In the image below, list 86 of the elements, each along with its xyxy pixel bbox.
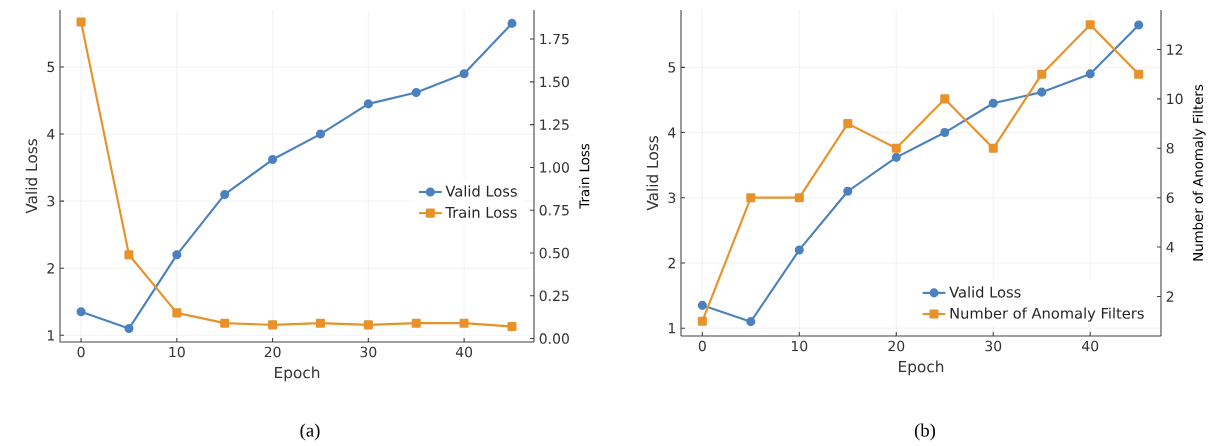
point — [507, 322, 517, 332]
point — [1037, 69, 1047, 79]
point — [746, 193, 756, 203]
point — [459, 318, 469, 328]
point — [1085, 20, 1095, 30]
x-tick-label: 0 — [77, 346, 85, 358]
point — [843, 186, 853, 196]
y2-tick-label: 2 — [1166, 291, 1174, 302]
point — [315, 129, 326, 139]
x-tick-label: 10 — [791, 340, 808, 352]
point — [794, 245, 804, 255]
x-axis-title: Epoch — [899, 360, 944, 376]
x-tick-label: 20 — [888, 340, 905, 352]
point — [411, 318, 421, 328]
point — [988, 98, 998, 108]
y2-tick-label: 0.50 — [539, 247, 569, 259]
legend-label: Valid Loss — [445, 185, 517, 197]
y-tick-label: 1 — [668, 323, 675, 334]
point — [459, 69, 469, 79]
point — [697, 300, 707, 310]
y2-tick-label: 6 — [1166, 192, 1174, 203]
legend-label: Number of Anomaly Filters — [950, 307, 1144, 322]
point — [794, 193, 804, 203]
point — [124, 324, 134, 334]
point — [1085, 69, 1095, 79]
point — [1134, 20, 1144, 30]
y-tick-label: 4 — [47, 128, 55, 140]
text: (a) — [300, 423, 320, 441]
x-axis-title: Epoch — [275, 366, 320, 382]
y2-tick-label: 4 — [1166, 241, 1174, 253]
point — [220, 318, 230, 328]
point — [1134, 69, 1144, 79]
y2-tick-label: 1.00 — [540, 162, 569, 173]
point — [76, 17, 86, 27]
y2-tick-label: 1.75 — [540, 33, 569, 45]
point — [1037, 87, 1047, 97]
point — [124, 250, 134, 260]
y2-tick-label: 0.75 — [539, 204, 569, 216]
x-tick-label: 30 — [360, 346, 377, 358]
y2-axis-title: Train Loss — [579, 143, 590, 209]
y2-tick-label: 1.50 — [540, 76, 569, 88]
point — [315, 318, 326, 328]
x-tick-label: 10 — [169, 346, 185, 358]
y2-tick-label: 8 — [1166, 143, 1174, 154]
point — [843, 119, 853, 129]
y2-tick-label: 12 — [1167, 44, 1183, 55]
x-tick-label: 40 — [1081, 340, 1099, 352]
y2-axis-title: Number of Anomaly Filters — [1192, 84, 1206, 261]
x-tick-label: 30 — [985, 340, 1002, 352]
y-tick-label: 2 — [668, 257, 675, 269]
point — [940, 94, 950, 104]
point — [507, 18, 517, 28]
y-tick-label: 5 — [668, 62, 676, 73]
point — [940, 128, 950, 138]
point — [988, 143, 998, 153]
legend-label: Train Loss — [445, 206, 517, 218]
point — [76, 307, 86, 317]
point — [891, 143, 901, 153]
point — [363, 320, 373, 330]
point — [220, 189, 230, 199]
x-tick-label: 0 — [698, 340, 706, 352]
point — [697, 316, 707, 326]
point — [268, 155, 278, 165]
point — [172, 308, 182, 318]
x-tick-label: 20 — [264, 346, 281, 358]
y-axis-title: Valid Loss — [646, 136, 659, 211]
y-tick-label: 4 — [668, 127, 676, 138]
y-tick-label: 1 — [47, 330, 55, 341]
point — [363, 99, 373, 109]
point — [891, 152, 901, 162]
text: (b) — [914, 423, 936, 441]
legend-label: Valid Loss — [949, 286, 1021, 298]
y-tick-label: 3 — [47, 195, 55, 207]
y2-tick-label: 10 — [1167, 93, 1183, 105]
point — [411, 87, 421, 98]
point — [746, 317, 756, 327]
x-tick-label: 40 — [455, 346, 473, 358]
y-tick-label: 5 — [47, 61, 55, 73]
y-tick-label: 2 — [47, 263, 54, 274]
y2-tick-label: 0.00 — [539, 333, 569, 344]
y2-tick-label: 0.25 — [539, 290, 569, 302]
y-axis-title: Valid Loss — [25, 139, 38, 214]
point — [268, 320, 278, 330]
point — [172, 250, 182, 260]
y2-tick-label: 1.25 — [540, 119, 569, 130]
y-tick-label: 3 — [668, 192, 676, 204]
